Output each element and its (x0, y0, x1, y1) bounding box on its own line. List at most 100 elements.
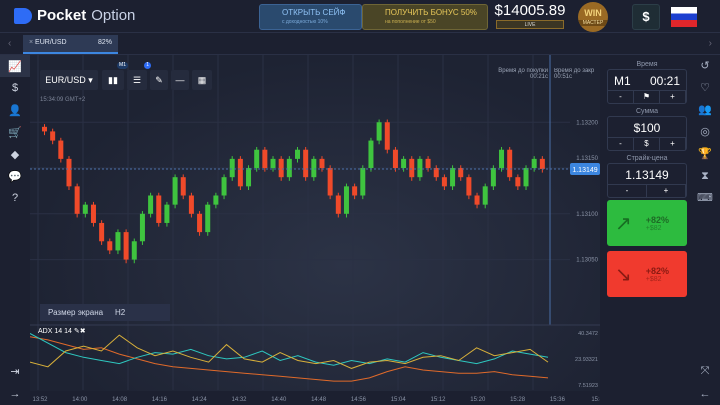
remove-indicator-icon[interactable]: ✖ (79, 328, 86, 335)
collapse-left-icon[interactable]: ← (699, 388, 711, 400)
close-tab-icon[interactable]: × (29, 39, 36, 46)
strike-control[interactable]: 1.13149 - + (607, 163, 687, 198)
bearish-candle (466, 177, 472, 196)
bullish-candle (205, 204, 211, 233)
tabs-left-arrow-icon[interactable]: ‹ (8, 38, 12, 49)
logo-mark-icon (14, 7, 32, 24)
timeframe-badge: M1 (117, 62, 128, 69)
bullish-candle (368, 140, 374, 169)
time-tick-label: 15:28 (510, 397, 526, 403)
amount-currency-button[interactable]: $ (634, 138, 660, 150)
strike-minus-button[interactable]: - (608, 185, 647, 197)
bullish-candle (139, 213, 145, 242)
tab-asset: EUR/USD (35, 39, 67, 46)
layout-grid-icon[interactable]: ▦ (192, 70, 212, 90)
signals-icon[interactable]: ◎ (700, 126, 710, 138)
strike-plus-button[interactable]: + (647, 185, 686, 197)
time-tick-label: 14:32 (231, 397, 247, 403)
adx-line (30, 333, 549, 366)
asset-selector[interactable]: EUR/USD ▾ (40, 70, 98, 90)
history-icon[interactable]: ↺ (700, 60, 710, 72)
deposit-button[interactable]: $ (632, 4, 660, 30)
bearish-candle (539, 158, 545, 169)
time-value: 00:21 (649, 74, 680, 88)
screen-size-label: Размер экрана (48, 308, 104, 317)
price-tick-label: 1.13100 (576, 212, 598, 218)
trade-panel: Время M1 00:21 - ⚑ + Сумма $100 - $ + Страйк-… (600, 55, 690, 405)
bearish-candle (327, 168, 333, 196)
buy-up-button[interactable]: ↗ +82% +$82 (607, 200, 687, 246)
balance-value: $14005.89 (494, 2, 566, 19)
indicators-button[interactable]: ☰ 1 (127, 62, 151, 90)
bullish-candle (131, 241, 137, 260)
time-control[interactable]: M1 00:21 - ⚑ + (607, 69, 687, 104)
time-tick-label: 13:52 (32, 397, 48, 403)
bullish-candle (295, 149, 300, 159)
amount-control[interactable]: $100 - $ + (607, 116, 687, 151)
sell-down-button[interactable]: ↘ +82% +$82 (607, 251, 687, 297)
screen-size-value: H2 (115, 308, 126, 317)
bullish-candle (286, 158, 292, 178)
bonus-sub: на пополнение от $50 (385, 19, 436, 25)
tab-eur-usd[interactable]: × EUR/USD 82% (23, 35, 118, 54)
adx-tick-label: 7.51923 (578, 383, 598, 389)
expiry-value: 00:51с (554, 74, 573, 80)
level-badge-text: WIN (584, 8, 602, 18)
trading-chart-icon[interactable]: 📈 (0, 55, 30, 77)
get-bonus-button[interactable]: ПОЛУЧИТЬ БОНУС 50% на пополнение от $50 (362, 4, 488, 30)
indicator-legend[interactable]: ADX 14 14 ✎✖ (38, 327, 86, 335)
chat-icon[interactable]: 💬 (8, 170, 22, 183)
time-label: Время (636, 61, 658, 68)
logo-text-light: Option (91, 7, 136, 24)
bullish-candle (213, 195, 219, 205)
screen-size-selector[interactable]: Размер экрана H2 (40, 304, 170, 321)
chart-area[interactable]: 1.13200 1.13150 1.13100 1.13050 1.13149 40.34… (30, 55, 600, 405)
time-minus-button[interactable]: - (608, 91, 634, 103)
hotkeys-keyboard-icon[interactable]: ⌨ (697, 192, 713, 204)
expiry-time-info: Время до закр 00:51с (554, 68, 600, 80)
open-safe-button[interactable]: ОТКРЫТЬ СЕЙФ с доходностью 10% (259, 4, 362, 30)
edit-indicator-icon[interactable]: ✎ (73, 328, 80, 335)
line-tool-icon[interactable]: — (171, 70, 189, 90)
fullscreen-icon[interactable]: ⤧ (700, 365, 710, 377)
time-mode-icon[interactable]: ⚑ (634, 91, 660, 103)
logo[interactable]: Pocket Option (14, 7, 135, 24)
collapse-arrow-icon[interactable]: → (9, 388, 21, 400)
bullish-candle (172, 177, 178, 205)
price-tick-label: 1.13050 (576, 258, 598, 264)
logout-icon[interactable]: ⇥ (10, 365, 20, 378)
drawing-brush-icon[interactable]: ✎ (150, 70, 168, 90)
time-tick-label: 14:56 (351, 397, 367, 403)
tabs-right-arrow-icon[interactable]: › (708, 38, 712, 49)
bearish-candle (74, 186, 80, 214)
health-heart-icon[interactable]: ♡ (700, 82, 710, 94)
profile-icon[interactable]: 👤 (8, 104, 22, 117)
social-users-icon[interactable]: 👥 (698, 104, 712, 116)
time-tick-label: 14:48 (311, 397, 327, 403)
time-tick-label: 15:4 (591, 397, 600, 403)
time-tick-label: 15:12 (430, 397, 446, 403)
bullish-candle (246, 168, 252, 187)
achievements-diamond-icon[interactable]: ◆ (10, 148, 20, 161)
bullish-candle (82, 204, 88, 214)
chart-type-button[interactable]: ▮▮ M1 (102, 62, 128, 90)
finance-dollar-icon[interactable]: $ (11, 82, 19, 94)
bearish-candle (262, 149, 268, 169)
pending-hourglass-icon[interactable]: ⧗ (701, 170, 709, 182)
help-icon[interactable]: ? (11, 192, 19, 204)
indicators-icon: ☰ (132, 74, 142, 85)
price-chart[interactable]: 1.13200 1.13150 1.13100 1.13050 1.13149 40.34… (30, 55, 600, 405)
language-flag-icon[interactable] (671, 7, 697, 27)
amount-minus-button[interactable]: - (608, 138, 634, 150)
bullish-candle (221, 177, 227, 196)
balance[interactable]: $14005.89 LIVE (494, 2, 566, 29)
level-badge[interactable]: WIN МАСТЕР (578, 2, 608, 32)
amount-plus-button[interactable]: + (660, 138, 686, 150)
bullish-candle (482, 186, 488, 205)
bullish-candle (499, 149, 505, 169)
tournament-trophy-icon[interactable]: 🏆 (698, 148, 712, 160)
bonus-title: ПОЛУЧИТЬ БОНУС 50% (385, 8, 477, 17)
level-sub-text: МАСТЕР (578, 20, 608, 26)
time-plus-button[interactable]: + (660, 91, 686, 103)
market-cart-icon[interactable]: 🛒 (8, 126, 22, 139)
